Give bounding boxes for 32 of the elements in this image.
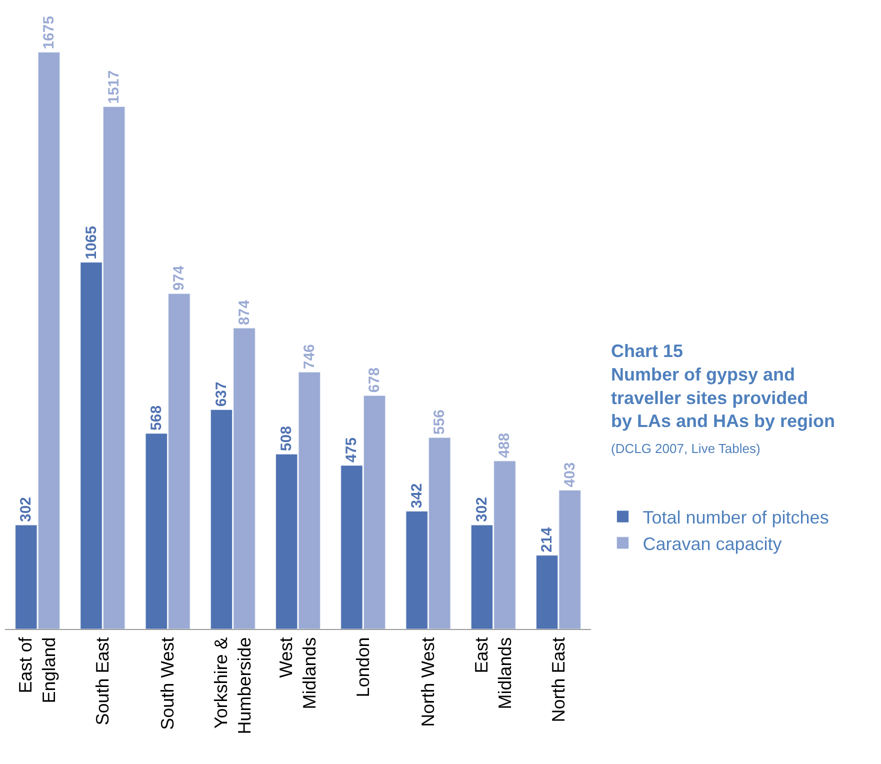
- data-label: 302: [18, 496, 35, 522]
- text: Chart 15: [611, 341, 684, 361]
- x-tick-label: South East: [92, 637, 113, 726]
- data-label: 568: [148, 405, 165, 430]
- data-label: 746: [300, 344, 318, 370]
- x-tick-label: North West: [418, 637, 438, 727]
- data-label: 342: [408, 483, 426, 508]
- data-label: 974: [170, 264, 188, 291]
- x-tick-label: North East: [548, 637, 568, 722]
- data-label: 475: [343, 437, 360, 462]
- data-label: 1517: [106, 70, 123, 104]
- data-label: 214: [538, 526, 556, 552]
- data-label: 302: [473, 496, 490, 522]
- data-label: 874: [236, 299, 253, 326]
- x-tick-label: East Midlands: [471, 637, 515, 710]
- data-label: 637: [212, 382, 230, 407]
- data-label: 403: [561, 462, 578, 488]
- data-label: 678: [366, 368, 384, 393]
- legend-label: Total number of pitches: [642, 508, 829, 528]
- x-tick-label: West Midlands: [276, 637, 320, 710]
- legend-label: Caravan capacity: [642, 534, 782, 554]
- data-label: 1065: [82, 226, 100, 260]
- x-tick-label: East of England: [16, 636, 60, 704]
- data-label: 508: [278, 426, 296, 452]
- x-tick-label: South West: [158, 637, 178, 730]
- x-tick-label: Yorkshire & Humberside: [211, 637, 254, 734]
- text: (DCLG 2007, Live Tables): [611, 441, 760, 456]
- data-label: 488: [496, 432, 514, 458]
- text: Number of gypsy and traveller sites provided by LAs and HAs by region: [611, 364, 836, 432]
- x-tick-label: London: [352, 637, 373, 698]
- data-label: 556: [431, 410, 448, 435]
- data-label: 1675: [40, 16, 58, 50]
